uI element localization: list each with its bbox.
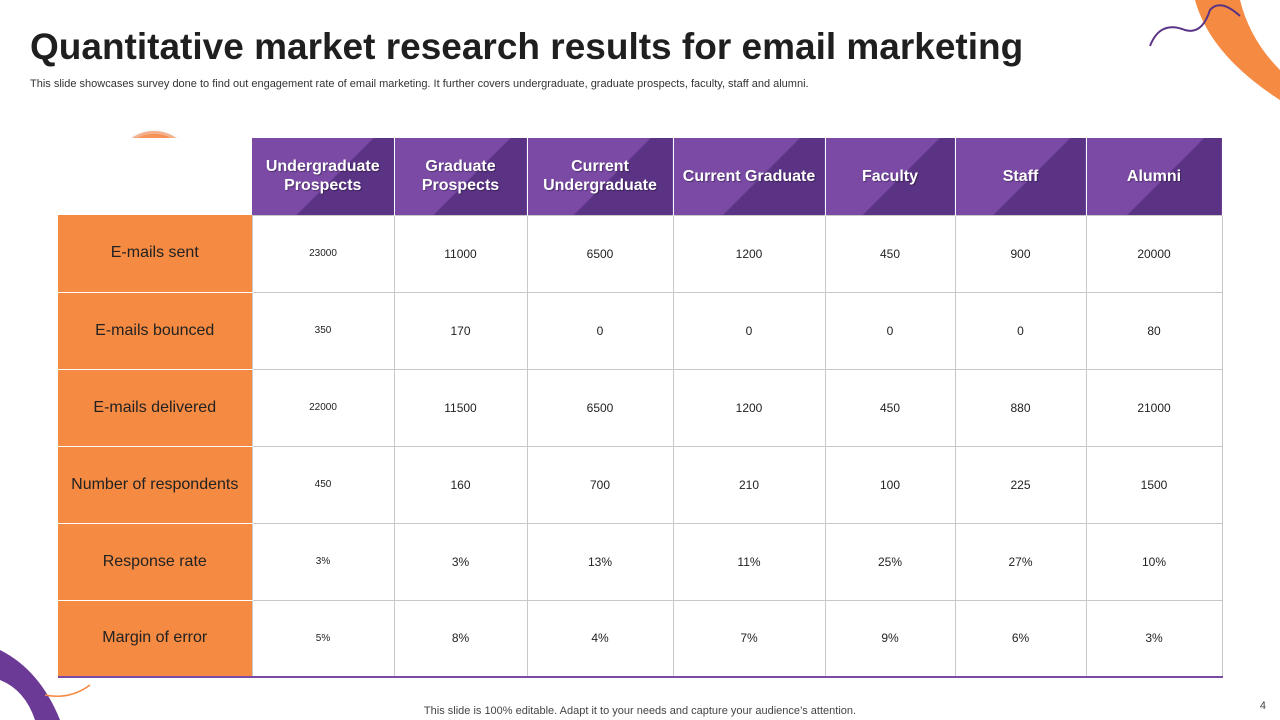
table-cell: 0 — [954, 291, 1087, 370]
table-row: E-mails bounced 350 170 0 0 0 0 80 — [58, 291, 1223, 370]
table-row: E-mails delivered 22000 11500 6500 1200 450 88… — [58, 368, 1223, 447]
table-cell: 700 — [526, 445, 674, 524]
table-cell: 10% — [1085, 522, 1223, 601]
slide-title: Quantitative market research results for… — [30, 26, 1024, 67]
table-cell: 1500 — [1085, 445, 1223, 524]
table-row: Response rate 3% 3% 13% 11% 25% 27% 10% — [58, 522, 1223, 601]
page-number: 4 — [1259, 700, 1266, 712]
table-cell: 3% — [1085, 599, 1223, 678]
footer-note: This slide is 100% editable. Adapt it to… — [423, 705, 857, 717]
column-header: Faculty — [825, 138, 956, 215]
table-cell: 11500 — [393, 368, 528, 447]
table-cell: 1200 — [672, 368, 826, 447]
table-cell: 80 — [1085, 291, 1223, 370]
table-cell: 9% — [824, 599, 956, 678]
table-cell: 23000 — [251, 214, 395, 293]
table-cell: 5% — [251, 599, 395, 678]
table-row: E-mails sent 23000 11000 6500 1200 450 900 2000… — [58, 214, 1223, 293]
table-cell: 27% — [954, 522, 1087, 601]
table-cell: 210 — [672, 445, 826, 524]
table-cell: 0 — [526, 291, 674, 370]
table-cell: 225 — [954, 445, 1087, 524]
table-cell: 8% — [393, 599, 528, 678]
table-cell: 6500 — [526, 214, 674, 293]
table-cell: 450 — [251, 445, 395, 524]
row-header: Margin of error — [58, 600, 252, 678]
table-cell: 0 — [824, 291, 956, 370]
table-cell: 22000 — [251, 368, 395, 447]
row-header: E-mails sent — [58, 215, 252, 293]
table-row: Margin of error 5% 8% 4% 7% 9% 6% 3% — [58, 599, 1223, 678]
column-header: Alumni — [1086, 138, 1223, 215]
table-row: Number of respondents 450 160 700 210 100 225 1… — [58, 445, 1223, 524]
table-cell: 100 — [824, 445, 956, 524]
table-cell: 1200 — [672, 214, 826, 293]
corner-cell — [58, 138, 252, 215]
column-header: Current Graduate — [673, 138, 826, 215]
column-header: Current Undergraduate — [527, 138, 674, 215]
table-cell: 13% — [526, 522, 674, 601]
table-cell: 4% — [526, 599, 674, 678]
table-cell: 450 — [824, 368, 956, 447]
decoration-top-right — [1149, 0, 1280, 100]
table-cell: 25% — [824, 522, 956, 601]
table-cell: 6500 — [526, 368, 674, 447]
table-cell: 21000 — [1085, 368, 1223, 447]
table-cell: 900 — [954, 214, 1087, 293]
table-cell: 20000 — [1085, 214, 1223, 293]
table-cell: 11000 — [393, 214, 528, 293]
row-header: Number of respondents — [58, 446, 252, 524]
table-cell: 170 — [393, 291, 528, 370]
slide-subtitle: This slide showcases survey done to find… — [30, 78, 809, 90]
table-cell: 0 — [672, 291, 826, 370]
column-header: Graduate Prospects — [394, 138, 528, 215]
table-cell: 450 — [824, 214, 956, 293]
column-header: Undergraduate Prospects — [252, 138, 395, 215]
table-cell: 11% — [672, 522, 826, 601]
row-header: E-mails bounced — [58, 292, 252, 370]
table-cell: 3% — [251, 522, 395, 601]
table-cell: 7% — [672, 599, 826, 678]
row-header: E-mails delivered — [58, 369, 252, 447]
table-cell: 6% — [954, 599, 1087, 678]
results-table: Undergraduate Prospects Graduate Prospect… — [58, 138, 1223, 678]
column-header: Staff — [955, 138, 1087, 215]
table-cell: 350 — [251, 291, 395, 370]
decoration-bottom-left — [0, 650, 91, 720]
table-cell: 880 — [954, 368, 1087, 447]
table-cell: 3% — [393, 522, 528, 601]
table-cell: 160 — [393, 445, 528, 524]
row-header: Response rate — [58, 523, 252, 601]
